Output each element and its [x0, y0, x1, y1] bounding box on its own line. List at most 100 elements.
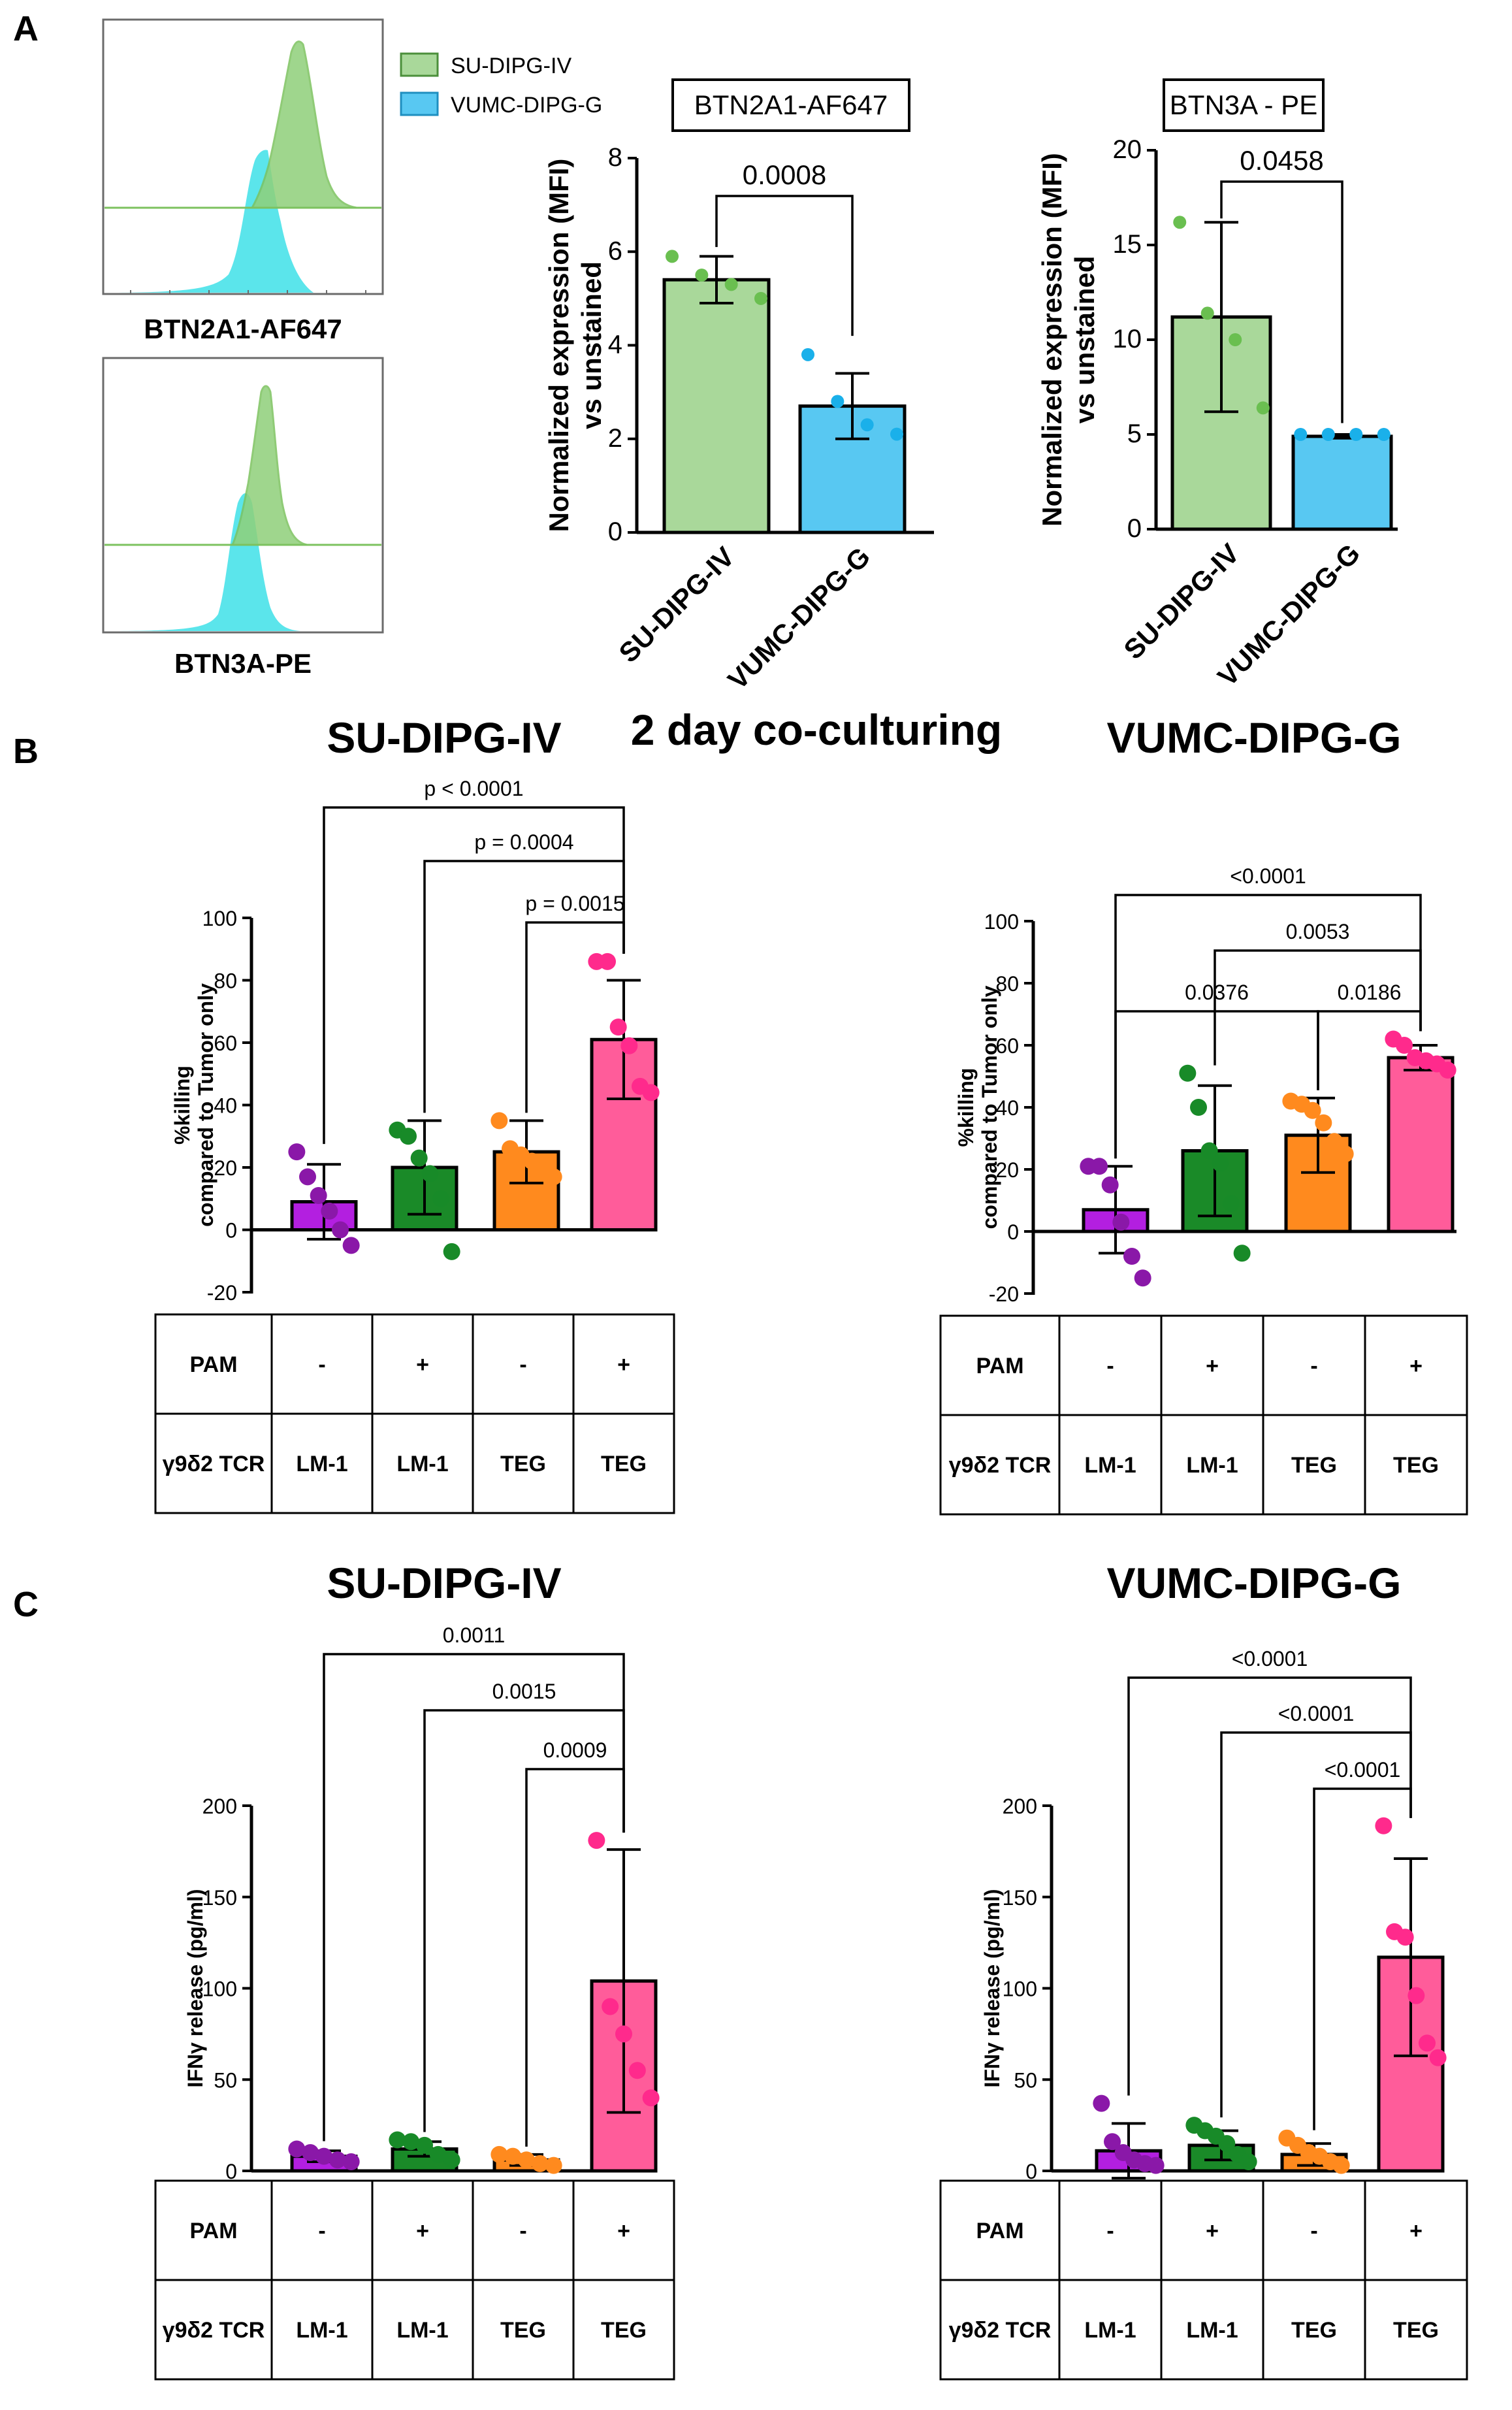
data-point	[1134, 1269, 1151, 1287]
comparison-bracket	[423, 860, 625, 1113]
y-tick-label: 20	[1113, 135, 1142, 164]
table-cell: LM-1	[1186, 1453, 1238, 1478]
p-value-label: <0.0001	[1232, 1647, 1308, 1670]
data-point	[1439, 1062, 1456, 1079]
table-row-label: PAM	[189, 2219, 237, 2243]
condition-table-c1: PAM - + - + γ9δ2 TCR LM-1 LM-1 TEG TEG	[154, 2179, 675, 2381]
flow-legend: SU-DIPG-IV VUMC-DIPG-G	[400, 52, 602, 118]
chart-c1: 0 50 100 150 200 IFNγ release (pg/ml) 0.0011 0.…	[184, 1623, 660, 2183]
data-point	[1212, 1154, 1229, 1172]
p-value-label: 0.0376	[1185, 981, 1249, 1004]
p-value-label: <0.0001	[1278, 1702, 1355, 1725]
table-cell: TEG	[1291, 1453, 1337, 1478]
bar	[662, 278, 771, 534]
y-axis-label: IFNγ release (pg/ml)	[980, 1889, 1004, 2087]
y-tick-label: 8	[608, 143, 622, 172]
table-cell: +	[1206, 1354, 1219, 1378]
table-cell: TEG	[601, 1452, 647, 1476]
chart-a2: 0 5 10 15 20 Normalized expression (MFI) vs un…	[1037, 135, 1398, 692]
y-axis-label: %killing	[954, 1068, 978, 1147]
y-tick-label: 15	[1113, 230, 1142, 259]
data-point	[1418, 2034, 1436, 2052]
p-value-label: <0.0001	[1325, 1758, 1401, 1782]
bar	[798, 404, 907, 534]
y-tick-label: 20	[214, 1156, 237, 1180]
data-point	[1240, 2153, 1257, 2171]
table-cell: +	[416, 1352, 429, 1377]
y-axis-label: %killing	[170, 1066, 194, 1145]
data-point	[1123, 1248, 1140, 1265]
data-point	[1173, 216, 1187, 229]
data-point	[1093, 2094, 1110, 2112]
data-point	[329, 2151, 346, 2169]
chart-b2-title: VUMC-DIPG-G	[1107, 713, 1402, 762]
y-axis-label: compared to Tumor only	[194, 983, 217, 1227]
table-cell: LM-1	[1084, 2318, 1136, 2343]
table-cell: +	[416, 2219, 429, 2243]
data-point	[1429, 2049, 1447, 2066]
histogram-su-btn3a	[105, 385, 381, 546]
table-cell: -	[1310, 1354, 1317, 1378]
condition-table-b1: PAM - + - + γ9δ2 TCR LM-1 LM-1 TEG TEG	[154, 1313, 675, 1514]
table-cell: LM-1	[1084, 1453, 1136, 1478]
table-cell: +	[1409, 2219, 1423, 2243]
data-point	[531, 2155, 549, 2172]
y-axis-label: vs unstained	[1069, 256, 1100, 424]
data-point	[1321, 428, 1335, 441]
y-tick-label: 0	[225, 2160, 237, 2183]
data-point	[1407, 1987, 1425, 2004]
legend-label-vumc: VUMC-DIPG-G	[451, 93, 602, 118]
data-point	[402, 2133, 420, 2151]
table-row-label: PAM	[976, 1354, 1023, 1378]
chart-a1-title: BTN2A1-AF647	[694, 90, 888, 120]
p-value-label: 0.0053	[1286, 920, 1350, 943]
y-tick-label: -20	[989, 1282, 1019, 1306]
data-point	[602, 1998, 619, 2015]
data-point	[288, 1143, 306, 1161]
data-point	[545, 1168, 562, 1186]
data-point	[299, 1168, 317, 1186]
data-point	[504, 2147, 522, 2165]
y-tick-label: 10	[1113, 325, 1142, 353]
table-cell: -	[519, 1352, 526, 1377]
data-point	[321, 1202, 338, 1220]
data-point	[666, 250, 679, 263]
chart-b1: -20 0 20 40 60 80 100 %killing compared to Tumor…	[170, 777, 660, 1305]
data-point	[801, 348, 814, 361]
comparison-bracket	[323, 806, 625, 1145]
chart-a1: 0 2 4 6 8 Normalized expression (MFI) vs unsta…	[543, 143, 934, 695]
y-tick-label: 40	[214, 1094, 237, 1118]
data-point	[642, 2089, 660, 2107]
comparison-bracket	[525, 921, 625, 1113]
table-cell: TEG	[601, 2318, 647, 2343]
table-cell: LM-1	[296, 1452, 347, 1476]
data-point	[389, 2131, 406, 2149]
data-point	[1218, 2135, 1236, 2153]
y-tick-label: 100	[202, 907, 237, 930]
data-point	[1396, 1037, 1413, 1054]
table-row-label: γ9δ2 TCR	[949, 1453, 1052, 1478]
chart-a2-title-box	[1163, 78, 1325, 132]
data-point	[1349, 428, 1363, 441]
data-point	[310, 1186, 327, 1204]
table-cell: -	[519, 2219, 526, 2243]
data-point	[315, 2147, 332, 2165]
x-category-label: VUMC-DIPG-G	[722, 541, 876, 695]
comparison-bracket	[1313, 1787, 1412, 2130]
data-point	[615, 2025, 632, 2043]
table-cell: TEG	[500, 1452, 546, 1476]
legend-swatch-su	[400, 52, 439, 77]
table-cell: +	[617, 2219, 630, 2243]
data-point	[890, 427, 903, 441]
data-point	[1200, 306, 1214, 320]
table-cell: -	[1106, 1354, 1114, 1378]
chart-c2: 0 50 100 150 200 IFNγ release (pg/ml) <0.0001 <…	[980, 1647, 1447, 2183]
y-tick-label: 100	[202, 1978, 237, 2001]
data-point	[1190, 1099, 1208, 1116]
table-row-label: PAM	[189, 1352, 237, 1377]
histogram-su-btn2a1	[105, 41, 381, 209]
panel-letter-b: B	[13, 732, 39, 771]
table-cell: TEG	[1393, 2318, 1439, 2343]
flow-bottom-xlabel: BTN3A-PE	[174, 648, 312, 679]
